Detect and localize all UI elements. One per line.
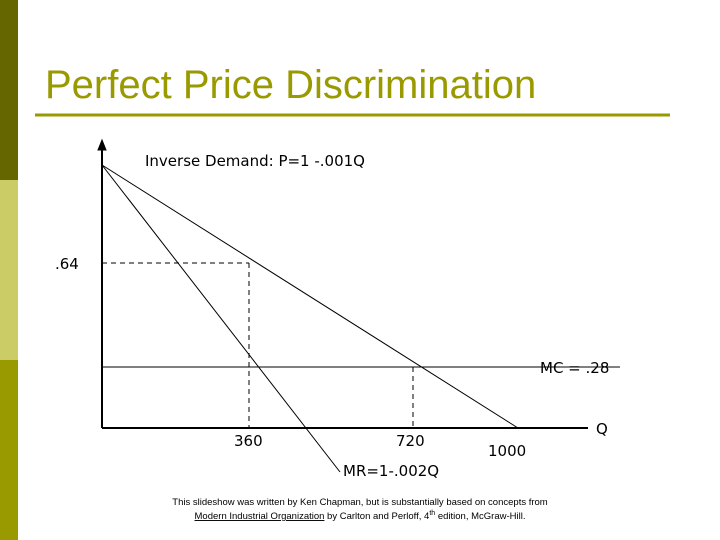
mr-label: MR=1-.002Q — [343, 462, 439, 480]
footer-text: by Carlton and Perloff, 4 — [324, 511, 429, 522]
side-bar-bottom — [0, 360, 18, 540]
q-label: 360 — [234, 432, 263, 450]
side-bar-middle — [0, 180, 18, 360]
footer-line: Modern Industrial Organization by Carlto… — [195, 510, 526, 522]
diagram — [97, 138, 620, 473]
axis-label: Q — [596, 420, 608, 438]
mr-line — [101, 164, 341, 473]
q-label: 1000 — [488, 442, 526, 460]
superscript: th — [429, 510, 435, 517]
book-title: Modern Industrial Organization — [195, 511, 325, 522]
q-label: 720 — [396, 432, 425, 450]
side-bar-top — [0, 0, 18, 180]
demand-label: Inverse Demand: P=1 -.001Q — [145, 152, 365, 170]
slide-title: Perfect Price Discrimination — [45, 63, 536, 107]
price-label: .64 — [55, 255, 79, 273]
footer-text: edition, McGraw-Hill. — [435, 511, 525, 522]
mc-label: MC = .28 — [540, 359, 609, 377]
demand-line — [101, 164, 519, 429]
footer-line: This slideshow was written by Ken Chapma… — [172, 497, 548, 508]
y-axis-arrow — [97, 138, 107, 151]
